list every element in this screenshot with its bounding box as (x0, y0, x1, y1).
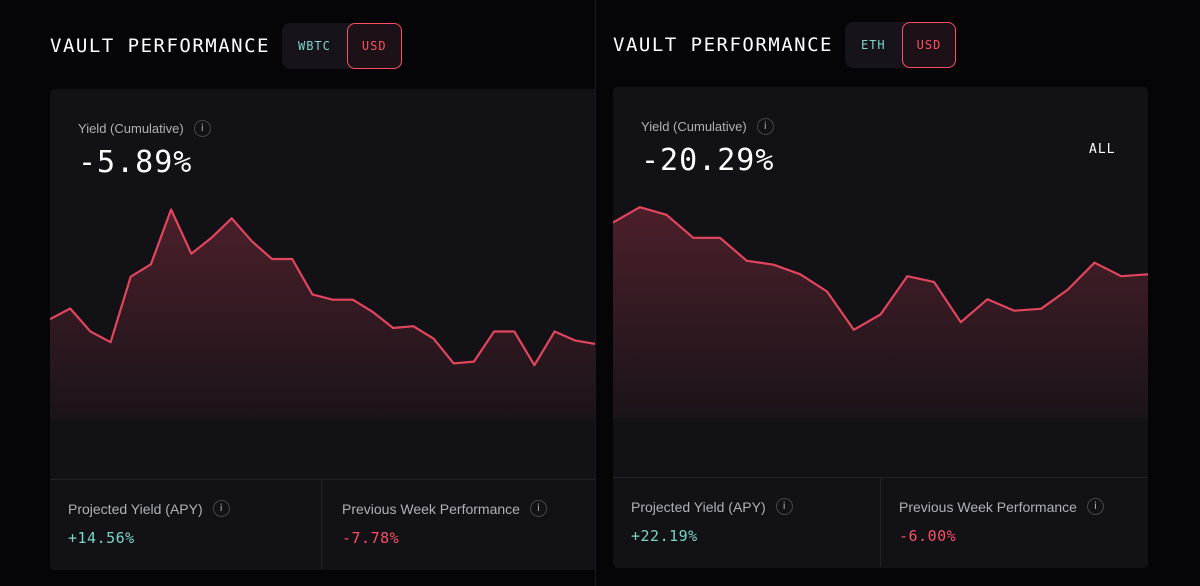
info-icon[interactable]: i (775, 498, 793, 515)
eth-toggle-button[interactable]: ETH (860, 38, 886, 52)
projected-yield-label-text: Projected Yield (APY) (631, 498, 766, 515)
performance-card: Yield (Cumulative) i -20.29% ALL Project… (613, 87, 1148, 568)
previous-week-label: Previous Week Performance i (342, 500, 595, 517)
info-icon[interactable]: i (193, 120, 211, 137)
projected-yield-label-text: Projected Yield (APY) (68, 500, 203, 517)
projected-yield-stat: Projected Yield (APY) i +22.19% (613, 478, 880, 567)
vault-panel-wbtc: VAULT PERFORMANCE WBTC USD Yield (Cumula… (0, 0, 595, 586)
previous-week-label-text: Previous Week Performance (342, 500, 520, 517)
yield-value: -20.29% (641, 143, 775, 178)
previous-week-stat: Previous Week Performance i -7.78% (321, 480, 595, 569)
yield-label: Yield (Cumulative) i (641, 118, 774, 135)
stats-row: Projected Yield (APY) i +14.56% Previous… (50, 479, 595, 569)
yield-area-chart (613, 206, 1148, 418)
currency-toggle: ETH USD (844, 22, 957, 68)
wbtc-toggle-button[interactable]: WBTC (297, 39, 331, 53)
stats-row: Projected Yield (APY) i +22.19% Previous… (613, 477, 1148, 567)
info-icon[interactable]: i (1086, 498, 1104, 515)
yield-series-line (50, 208, 595, 367)
yield-label-text: Yield (Cumulative) (78, 121, 184, 136)
vault-header: VAULT PERFORMANCE ETH USD (613, 21, 957, 69)
previous-week-stat: Previous Week Performance i -6.00% (880, 478, 1148, 567)
chart-area-fill (613, 207, 1148, 418)
vault-title: VAULT PERFORMANCE (613, 34, 833, 56)
yield-value: -5.89% (78, 145, 193, 180)
vault-header: VAULT PERFORMANCE WBTC USD (50, 22, 402, 70)
vault-title: VAULT PERFORMANCE (50, 35, 270, 57)
projected-yield-label: Projected Yield (APY) i (68, 500, 321, 517)
info-icon[interactable]: i (212, 500, 230, 517)
previous-week-value: -7.78% (342, 529, 400, 547)
usd-toggle-button[interactable]: USD (901, 22, 957, 68)
projected-yield-value: +14.56% (68, 529, 135, 547)
yield-label: Yield (Cumulative) i (78, 120, 211, 137)
info-icon[interactable]: i (756, 118, 774, 135)
previous-week-label-text: Previous Week Performance (899, 498, 1077, 515)
info-icon[interactable]: i (529, 500, 547, 517)
projected-yield-stat: Projected Yield (APY) i +14.56% (50, 480, 321, 569)
projected-yield-label: Projected Yield (APY) i (631, 498, 880, 515)
usd-toggle-button[interactable]: USD (346, 23, 402, 69)
currency-toggle: WBTC USD (281, 23, 402, 69)
previous-week-value: -6.00% (899, 527, 957, 545)
chart-area-fill (50, 209, 595, 420)
projected-yield-value: +22.19% (631, 527, 698, 545)
vault-panel-eth: VAULT PERFORMANCE ETH USD Yield (Cumulat… (596, 0, 1200, 586)
range-all-button[interactable]: ALL (1089, 142, 1116, 157)
performance-card: Yield (Cumulative) i -5.89% Projected Yi… (50, 89, 595, 570)
yield-label-text: Yield (Cumulative) (641, 119, 747, 134)
panel-divider (595, 0, 596, 586)
yield-area-chart (50, 208, 595, 420)
previous-week-label: Previous Week Performance i (899, 498, 1148, 515)
